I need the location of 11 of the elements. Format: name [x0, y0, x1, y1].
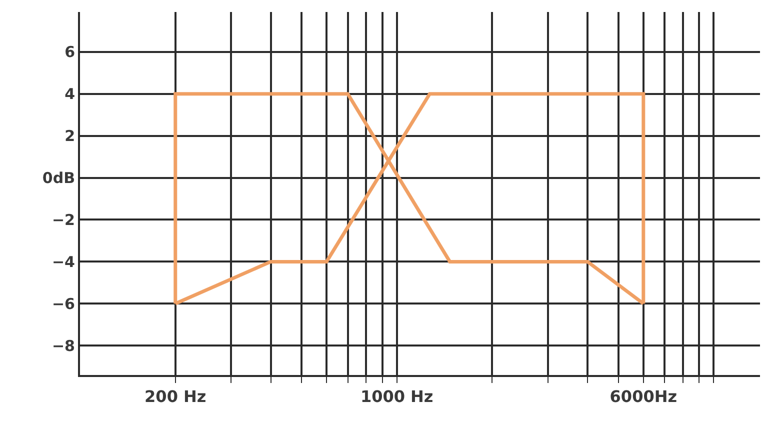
x-tick-label: 200 Hz — [144, 387, 206, 406]
y-tick-label: 2 — [64, 127, 75, 146]
y-tick-label: −4 — [52, 252, 75, 271]
y-tick-label: −2 — [52, 210, 75, 229]
y-tick-label: 6 — [64, 43, 75, 62]
y-tick-label: −6 — [52, 294, 75, 313]
x-tick-label: 6000Hz — [610, 387, 678, 406]
y-tick-label: −8 — [52, 336, 75, 355]
y-tick-label: 4 — [64, 85, 75, 104]
y-tick-label: 0dB — [42, 169, 75, 188]
x-tick-label: 1000 Hz — [360, 387, 434, 406]
